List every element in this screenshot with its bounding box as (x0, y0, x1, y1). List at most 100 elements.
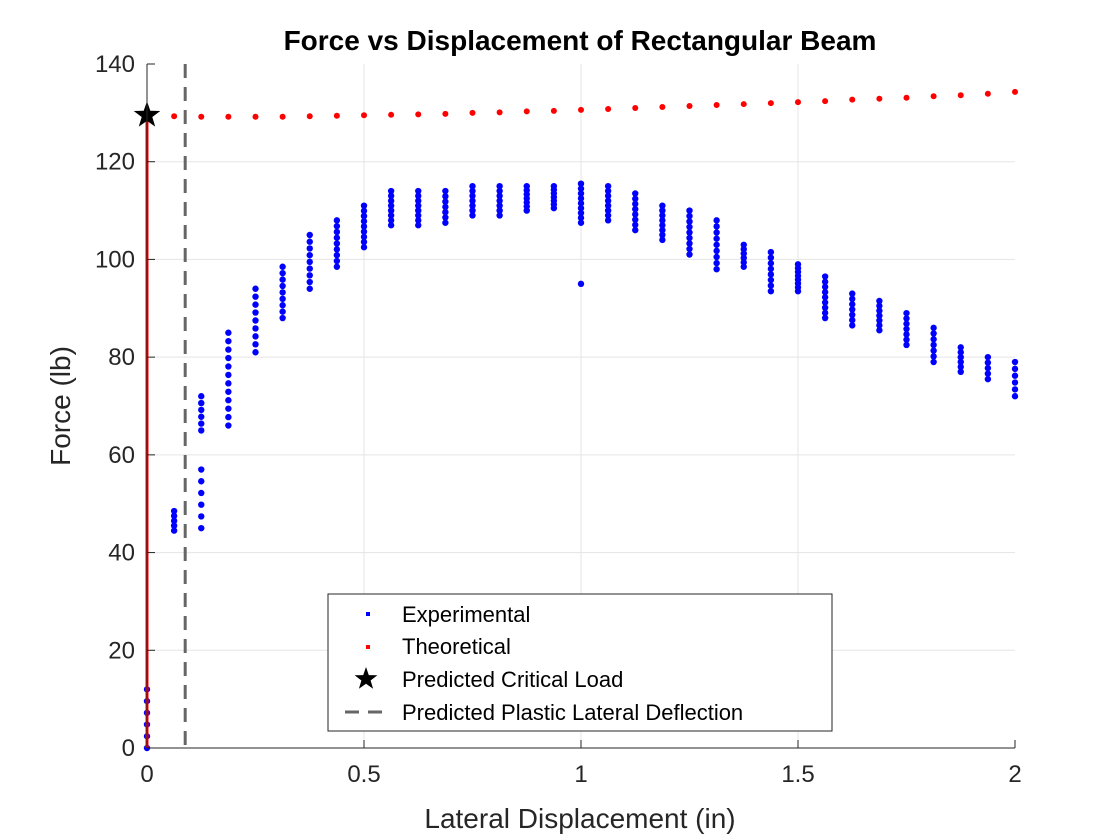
experimental-point (333, 251, 341, 259)
experimental-point (632, 190, 639, 197)
experimental-point (306, 265, 313, 272)
experimental-point (198, 427, 205, 434)
theoretical-point (361, 112, 367, 119)
experimental-point (686, 240, 693, 247)
experimental-point (170, 507, 178, 515)
legend-critical-load-label: Predicted Critical Load (402, 667, 623, 692)
experimental-point (659, 236, 666, 244)
experimental-point (713, 217, 720, 224)
experimental-point (469, 182, 476, 190)
experimental-point (333, 263, 341, 270)
experimental-point (469, 192, 476, 200)
experimental-point (387, 207, 395, 214)
theoretical-point (930, 93, 937, 100)
experimental-point (279, 282, 286, 290)
experimental-point (252, 293, 259, 300)
experimental-point (604, 202, 612, 209)
experimental-point (957, 358, 964, 366)
experimental-point (876, 322, 883, 329)
experimental-point (469, 197, 476, 204)
experimental-point (415, 212, 422, 219)
experimental-point (713, 223, 720, 230)
y-tick-label: 60 (108, 442, 135, 469)
experimental-point (984, 375, 992, 383)
experimental-point (496, 192, 503, 200)
experimental-point (659, 231, 666, 239)
experimental-point (306, 245, 313, 252)
experimental-point (496, 202, 503, 209)
experimental-point (306, 272, 313, 279)
experimental-point (604, 207, 612, 214)
experimental-point (469, 202, 476, 209)
experimental-point (930, 358, 937, 366)
y-tick-label: 40 (108, 540, 135, 567)
experimental-point (198, 489, 205, 497)
experimental-point (984, 353, 992, 361)
experimental-point (984, 370, 992, 377)
y-tick-label: 0 (122, 735, 135, 762)
theoretical-point (686, 103, 693, 110)
experimental-point (225, 380, 232, 387)
y-tick-label: 80 (108, 344, 135, 371)
experimental-point (252, 325, 259, 332)
experimental-point (442, 209, 449, 216)
experimental-point (604, 192, 612, 200)
experimental-point (333, 246, 341, 253)
experimental-point (279, 302, 286, 309)
experimental-point (1011, 365, 1019, 373)
experimental-point (767, 282, 775, 289)
experimental-point (740, 245, 747, 253)
experimental-point (713, 259, 720, 267)
experimental-point (849, 322, 856, 329)
legend: Experimental Theoretical Predicted Criti… (327, 593, 833, 732)
experimental-point (225, 371, 232, 379)
experimental-point (821, 273, 829, 280)
experimental-point (604, 217, 612, 224)
experimental-point (225, 388, 232, 395)
experimental-point (550, 182, 558, 190)
experimental-point (686, 245, 693, 253)
experimental-point (306, 251, 313, 259)
experimental-point (496, 182, 503, 190)
experimental-point (577, 209, 585, 217)
experimental-point (849, 301, 856, 308)
experimental-point (387, 212, 395, 219)
experimental-point (740, 241, 747, 248)
experimental-point (821, 314, 829, 322)
experimental-point (225, 354, 232, 362)
experimental-point (306, 258, 313, 266)
experimental-point (415, 192, 422, 200)
experimental-point (659, 217, 666, 224)
theoretical-series (171, 88, 1018, 120)
theoretical-point (957, 92, 964, 99)
experimental-point (198, 524, 205, 532)
experimental-point (821, 294, 829, 301)
experimental-point (225, 422, 232, 429)
experimental-point (577, 185, 585, 192)
experimental-point (686, 251, 693, 258)
legend-box (327, 593, 833, 732)
theoretical-point (740, 101, 747, 108)
x-axis-label: Lateral Displacement (in) (424, 803, 735, 834)
experimental-point (740, 259, 747, 266)
experimental-point (496, 197, 503, 204)
axes (146, 63, 1016, 749)
experimental-point (713, 266, 720, 273)
theoretical-point (279, 113, 286, 120)
legend-experimental-marker (366, 612, 370, 616)
experimental-point (876, 327, 883, 334)
experimental-point (903, 341, 910, 349)
experimental-point (306, 231, 313, 239)
experimental-point (496, 187, 503, 195)
experimental-point (577, 280, 585, 288)
experimental-point (740, 250, 747, 257)
experimental-point (225, 363, 232, 370)
experimental-point (415, 202, 422, 209)
theoretical-point (659, 103, 666, 110)
experimental-point (170, 527, 178, 534)
experimental-point (415, 217, 422, 224)
experimental-point (632, 211, 639, 218)
experimental-point (415, 207, 422, 214)
